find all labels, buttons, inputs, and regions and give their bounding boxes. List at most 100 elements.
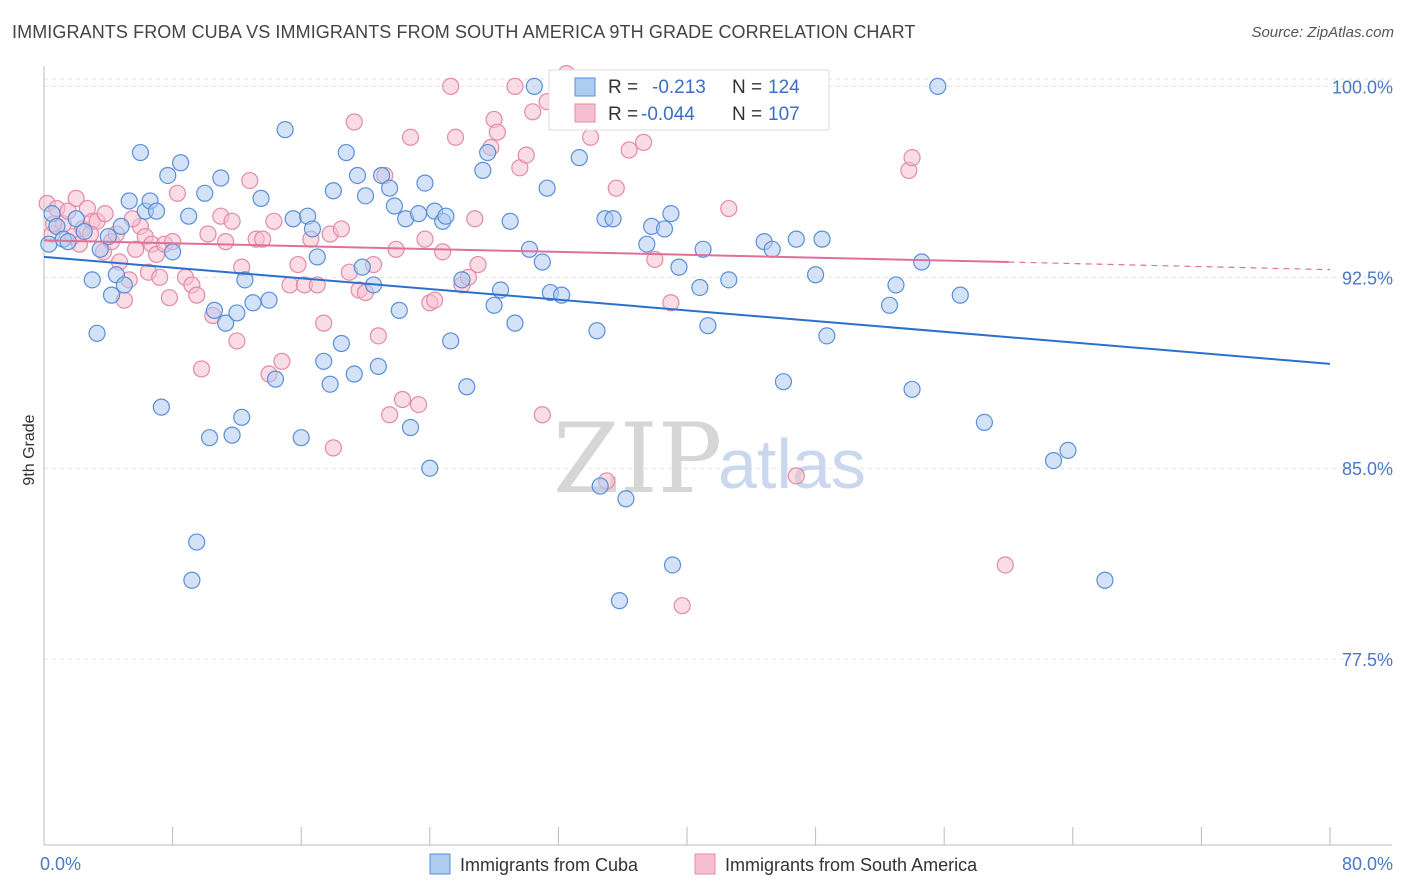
point-cuba (102, 286, 121, 304)
point-south-america (160, 289, 178, 307)
point-cuba (369, 357, 387, 375)
point-cuba (694, 240, 712, 258)
legend-label-cuba[interactable]: Immigrants from Cuba (460, 855, 639, 875)
point-cuba (180, 207, 198, 225)
point-cuba (115, 276, 133, 294)
point-cuba (401, 418, 420, 437)
point-cuba (196, 184, 214, 202)
stats-n-value-south-america: 107 (768, 104, 800, 125)
source-credit: Source: ZipAtlas.com (1251, 24, 1394, 41)
legend-label-south-america[interactable]: Immigrants from South America (725, 855, 978, 875)
point-cuba (663, 556, 682, 574)
point-south-america (434, 243, 452, 261)
point-south-america (787, 467, 805, 485)
point-cuba (437, 207, 455, 225)
point-cuba (506, 314, 524, 332)
point-south-america (217, 233, 235, 251)
point-cuba (385, 197, 404, 215)
point-south-america (273, 352, 291, 370)
point-south-america (188, 286, 206, 304)
point-cuba (421, 459, 439, 477)
point-cuba (112, 217, 130, 235)
point-cuba (348, 166, 367, 185)
points-south-america (38, 65, 1014, 615)
point-cuba (345, 365, 363, 383)
point-cuba (655, 220, 674, 238)
point-cuba (485, 296, 503, 314)
watermark: ZIP atlas (553, 403, 866, 515)
point-cuba (99, 227, 117, 246)
point-south-america (581, 128, 600, 146)
point-cuba (520, 240, 539, 258)
stats-r-value-cuba: -0.213 (652, 77, 706, 98)
point-cuba (763, 240, 781, 258)
legend-swatch-south-america[interactable] (694, 853, 716, 875)
point-cuba (929, 77, 947, 95)
points-cuba (40, 77, 1114, 610)
point-south-america (662, 294, 680, 312)
y-tick-label: 92.5% (1342, 268, 1393, 288)
point-south-america (506, 77, 524, 95)
point-cuba (416, 174, 434, 192)
point-cuba (244, 294, 262, 312)
point-cuba (131, 143, 150, 162)
y-axis-label: 9th Grade (21, 414, 38, 485)
point-south-america (903, 149, 921, 167)
point-cuba (321, 375, 339, 393)
trend-layer (43, 239, 1331, 365)
stats-box: R = -0.213 N = 124 R = -0.044 N = 107 (548, 69, 830, 131)
stats-n-label-south-america: N = (732, 104, 762, 125)
point-south-america (393, 390, 412, 409)
point-cuba (308, 248, 326, 266)
point-south-america (996, 556, 1014, 574)
point-south-america (223, 212, 241, 230)
stats-r-value-south-america: -0.044 (641, 104, 695, 125)
point-cuba (381, 179, 399, 197)
point-cuba (1044, 451, 1063, 470)
point-cuba (610, 592, 629, 610)
point-cuba (818, 327, 836, 345)
point-south-america (168, 184, 187, 202)
point-south-america (409, 395, 428, 414)
point-south-america (315, 314, 333, 332)
point-south-america (345, 113, 363, 131)
point-south-america (96, 205, 114, 223)
point-south-america (192, 360, 211, 378)
point-cuba (205, 301, 223, 319)
point-cuba (188, 533, 206, 551)
point-cuba (390, 301, 408, 319)
point-cuba (212, 169, 230, 187)
point-cuba (324, 182, 342, 200)
point-cuba (228, 304, 246, 322)
point-cuba (720, 271, 738, 289)
point-south-america (381, 406, 399, 424)
point-cuba (533, 253, 551, 271)
point-cuba (453, 271, 471, 289)
point-cuba (260, 291, 278, 309)
point-cuba (525, 77, 543, 95)
point-south-america (199, 225, 217, 243)
point-cuba (479, 143, 497, 162)
point-cuba (172, 154, 190, 172)
point-cuba (75, 222, 93, 241)
stats-n-value-cuba: 124 (768, 77, 800, 98)
point-cuba (787, 230, 805, 248)
point-cuba (276, 121, 294, 139)
point-south-america (533, 406, 551, 424)
y-tick-label: 85.0% (1342, 459, 1393, 479)
point-cuba (164, 243, 182, 261)
point-cuba (501, 212, 519, 230)
grid-layer (44, 78, 1392, 660)
point-cuba (880, 296, 899, 314)
legend-swatch-cuba[interactable] (429, 853, 451, 875)
point-cuba (670, 258, 688, 276)
point-cuba (236, 271, 254, 289)
point-south-america (607, 179, 625, 197)
y-tick-label: 77.5% (1342, 650, 1393, 670)
trendline-south-america (43, 239, 1009, 264)
point-cuba (67, 210, 85, 228)
point-cuba (152, 398, 170, 416)
point-cuba (356, 187, 375, 205)
point-south-america (401, 128, 420, 146)
